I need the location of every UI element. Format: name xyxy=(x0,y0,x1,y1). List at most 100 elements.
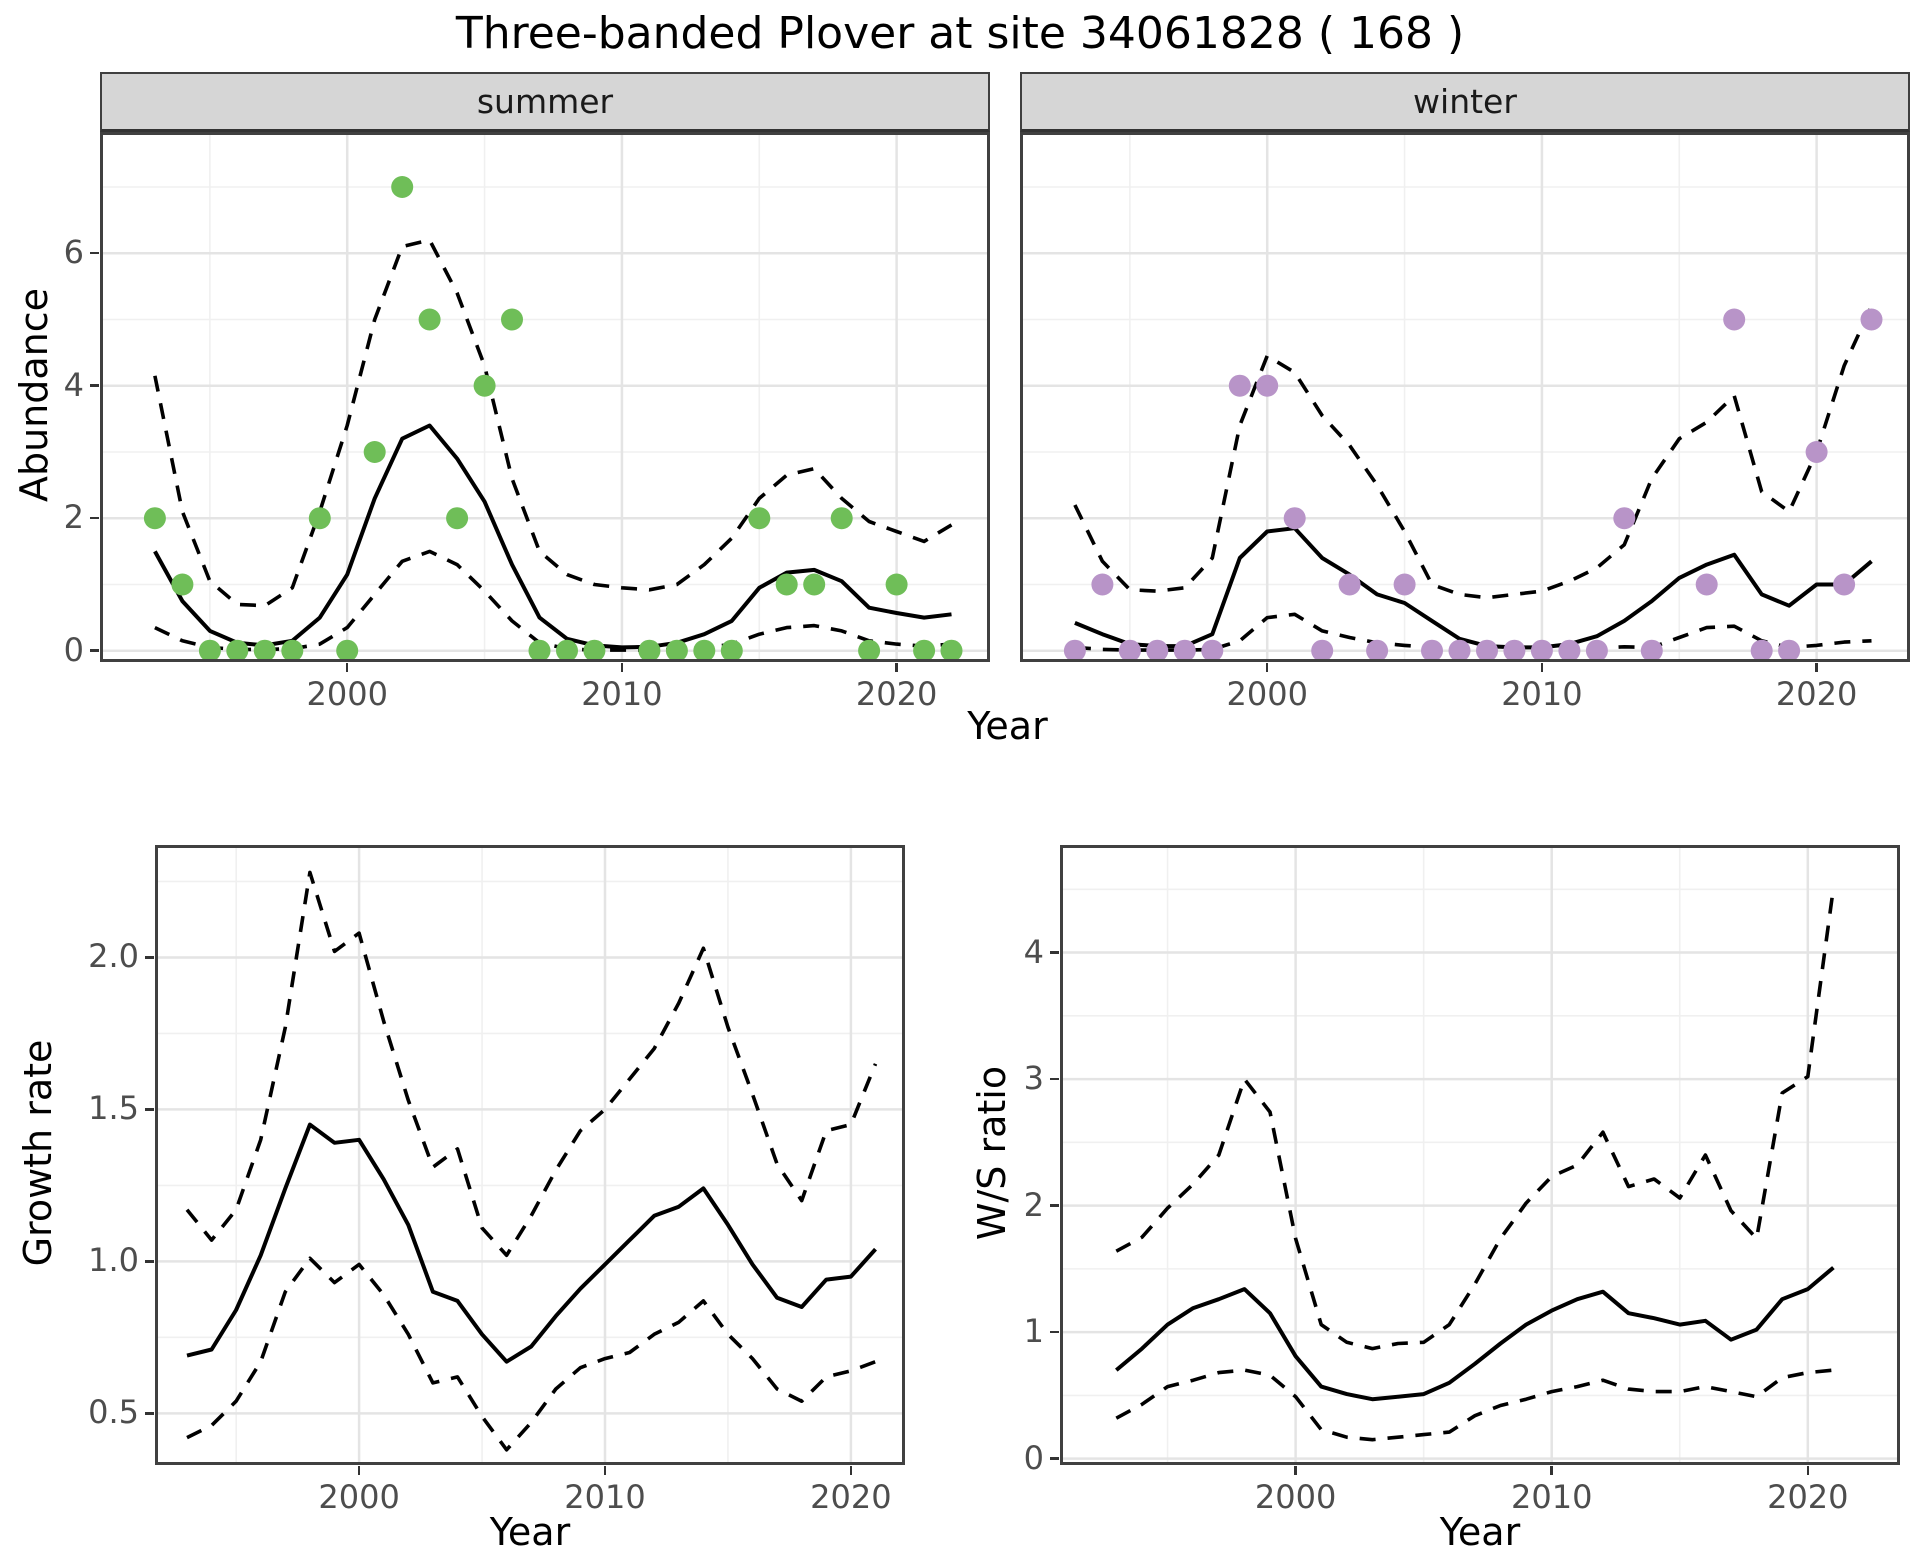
growth-rate-x-axis-title: Year xyxy=(489,1510,571,1554)
observation-point xyxy=(1283,507,1306,530)
upper-ci-line xyxy=(1115,887,1836,1351)
observation-point xyxy=(281,639,304,662)
y-tick-mark xyxy=(145,1108,154,1111)
y-tick-label: 1 xyxy=(1023,1312,1044,1351)
y-tick-mark xyxy=(90,251,99,255)
facet-strip-winter: winter xyxy=(1020,72,1910,132)
observation-point xyxy=(885,573,908,596)
x-tick-mark xyxy=(895,663,898,672)
y-tick-label: 2.0 xyxy=(88,937,139,976)
y-tick-label: 0 xyxy=(1023,1438,1044,1477)
observation-point xyxy=(253,639,276,662)
y-tick-mark xyxy=(1050,1077,1059,1081)
x-tick-label: 2020 xyxy=(1767,1478,1849,1516)
observation-point xyxy=(1448,639,1471,662)
x-tick-mark xyxy=(1540,663,1544,672)
observation-point xyxy=(336,639,359,662)
observation-points xyxy=(1063,308,1883,662)
y-tick-mark xyxy=(1050,951,1059,954)
observation-point xyxy=(1833,573,1856,596)
y-tick-label: 6 xyxy=(63,233,84,272)
x-tick-label: 2000 xyxy=(1254,1478,1337,1516)
panel-border xyxy=(1020,132,1910,662)
x-tick-label: 2010 xyxy=(581,675,663,713)
x-tick-label: 2020 xyxy=(810,1478,892,1516)
observation-point xyxy=(308,507,331,530)
observation-point xyxy=(583,639,606,662)
observation-point xyxy=(1860,308,1883,331)
observation-point xyxy=(1063,639,1086,662)
figure-title: Three-banded Plover at site 34061828 ( 1… xyxy=(455,8,1465,59)
observation-point xyxy=(1311,639,1334,662)
y-tick-label: 4 xyxy=(63,365,84,404)
fit-line xyxy=(153,423,952,650)
observation-point xyxy=(1640,639,1663,662)
upper-ci-line xyxy=(153,238,953,608)
x-tick-mark xyxy=(1550,1466,1553,1475)
y-tick-mark xyxy=(145,1412,154,1415)
y-tick-mark xyxy=(90,384,99,387)
growth-rate-y-axis-title: Growth rate xyxy=(16,1039,60,1267)
facet-strip-summer: summer xyxy=(100,72,990,132)
observation-points xyxy=(143,176,963,662)
fit-line xyxy=(1115,1266,1835,1402)
observation-point xyxy=(1118,639,1141,662)
observation-point xyxy=(638,639,661,662)
observation-point xyxy=(1613,507,1636,530)
y-tick-mark xyxy=(90,516,99,520)
y-tick-label: 4 xyxy=(1023,932,1044,971)
x-tick-label: 2000 xyxy=(306,675,388,713)
fit-line xyxy=(186,1122,877,1364)
lower-ci-line xyxy=(186,1256,877,1452)
panel-border xyxy=(1060,845,1900,1465)
observation-point xyxy=(830,507,853,530)
x-tick-mark xyxy=(1815,663,1818,672)
x-tick-mark xyxy=(1265,663,1269,672)
observation-point xyxy=(1146,639,1169,662)
x-tick-label: 2010 xyxy=(1501,675,1583,713)
observation-point xyxy=(473,374,496,397)
observation-point xyxy=(1805,441,1828,463)
observation-point xyxy=(446,507,469,530)
y-tick-label: 2 xyxy=(1023,1185,1044,1224)
y-tick-mark xyxy=(145,1260,154,1263)
observation-point xyxy=(1366,639,1389,662)
observation-point xyxy=(748,507,771,530)
observation-point xyxy=(1585,639,1608,662)
observation-point xyxy=(693,639,716,662)
summer-abundance-panel xyxy=(100,132,990,662)
x-tick-label: 2000 xyxy=(318,1478,400,1516)
observation-point xyxy=(171,573,194,596)
growth-rate-panel xyxy=(155,845,905,1465)
observation-point xyxy=(528,639,551,662)
observation-point xyxy=(1476,639,1498,662)
observation-point xyxy=(775,573,798,596)
x-tick-label: 2000 xyxy=(1226,675,1308,713)
x-tick-mark xyxy=(357,1466,361,1475)
observation-point xyxy=(913,639,936,662)
observation-point xyxy=(1778,639,1801,662)
upper-ci-line xyxy=(185,870,878,1258)
observation-point xyxy=(1530,639,1553,662)
upper-ci-line xyxy=(1073,305,1874,600)
panel-border xyxy=(155,845,905,1465)
ws-ratio-x-axis-title: Year xyxy=(1439,1510,1521,1554)
observation-point xyxy=(1421,639,1443,662)
observation-point xyxy=(1393,573,1416,596)
observation-point xyxy=(1091,573,1114,596)
y-tick-label: 0 xyxy=(63,630,84,669)
observation-point xyxy=(665,639,688,662)
y-tick-label: 1.5 xyxy=(88,1089,139,1128)
observation-point xyxy=(1723,308,1746,331)
observation-point xyxy=(226,639,249,662)
observation-point xyxy=(1173,639,1196,662)
observation-point xyxy=(1503,639,1526,662)
observation-point xyxy=(418,308,441,331)
x-tick-mark xyxy=(620,663,624,672)
x-tick-label: 2020 xyxy=(855,675,938,713)
panel-border xyxy=(100,132,990,662)
lower-ci-line xyxy=(1074,612,1872,652)
observation-point xyxy=(198,639,221,662)
x-tick-label: 2010 xyxy=(564,1478,646,1516)
top-x-axis-title: Year xyxy=(967,704,1048,748)
